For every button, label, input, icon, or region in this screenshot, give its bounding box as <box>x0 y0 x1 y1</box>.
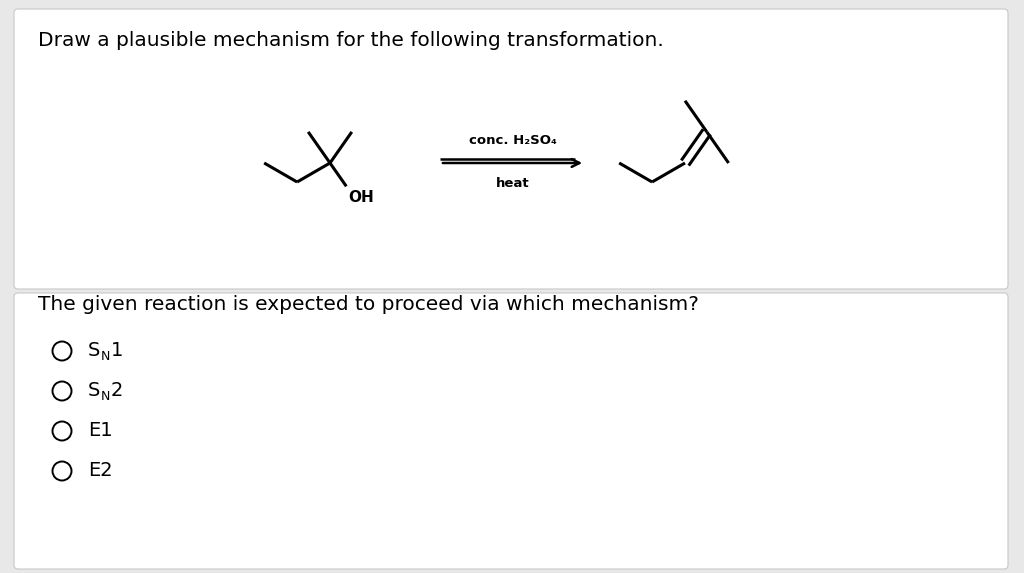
Text: E1: E1 <box>88 422 113 441</box>
Text: S: S <box>88 382 100 401</box>
Text: Draw a plausible mechanism for the following transformation.: Draw a plausible mechanism for the follo… <box>38 31 664 50</box>
Text: 2: 2 <box>111 382 123 401</box>
Text: N: N <box>101 390 111 403</box>
Text: conc. H₂SO₄: conc. H₂SO₄ <box>469 134 556 147</box>
Text: E2: E2 <box>88 461 113 481</box>
Text: The given reaction is expected to proceed via which mechanism?: The given reaction is expected to procee… <box>38 295 698 314</box>
Text: heat: heat <box>496 177 529 190</box>
Text: 1: 1 <box>111 342 123 360</box>
Text: OH: OH <box>348 190 374 205</box>
Text: N: N <box>101 350 111 363</box>
Text: S: S <box>88 342 100 360</box>
FancyBboxPatch shape <box>14 293 1008 569</box>
FancyBboxPatch shape <box>14 9 1008 289</box>
